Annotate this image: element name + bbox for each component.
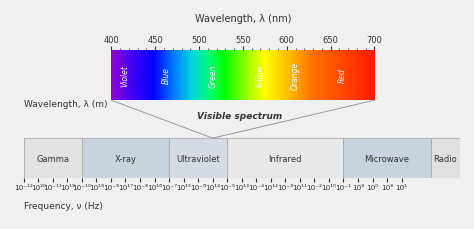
Text: Red: Red	[337, 68, 346, 83]
Title: Wavelength, λ (nm): Wavelength, λ (nm)	[195, 14, 291, 24]
Text: Ultraviolet: Ultraviolet	[176, 154, 220, 163]
Text: Violet: Violet	[120, 65, 129, 87]
Bar	[24, 139, 82, 179]
Bar	[169, 139, 227, 179]
Text: Radio: Radio	[433, 154, 457, 163]
Text: Green: Green	[209, 64, 218, 87]
Bar	[344, 139, 431, 179]
Text: X-ray: X-ray	[114, 154, 137, 163]
Bar	[82, 139, 169, 179]
Text: Infrared: Infrared	[269, 154, 302, 163]
Text: Frequency, ν (Hz): Frequency, ν (Hz)	[24, 202, 102, 210]
Text: Orange: Orange	[291, 62, 300, 90]
Text: Visible spectrum: Visible spectrum	[197, 111, 282, 120]
Text: Blue: Blue	[162, 67, 171, 84]
Text: Yellow: Yellow	[255, 64, 264, 87]
Bar	[227, 139, 344, 179]
Text: Wavelength, λ (m): Wavelength, λ (m)	[24, 100, 107, 109]
Text: Microwave: Microwave	[365, 154, 410, 163]
Bar	[431, 139, 460, 179]
Text: Gamma: Gamma	[36, 154, 69, 163]
